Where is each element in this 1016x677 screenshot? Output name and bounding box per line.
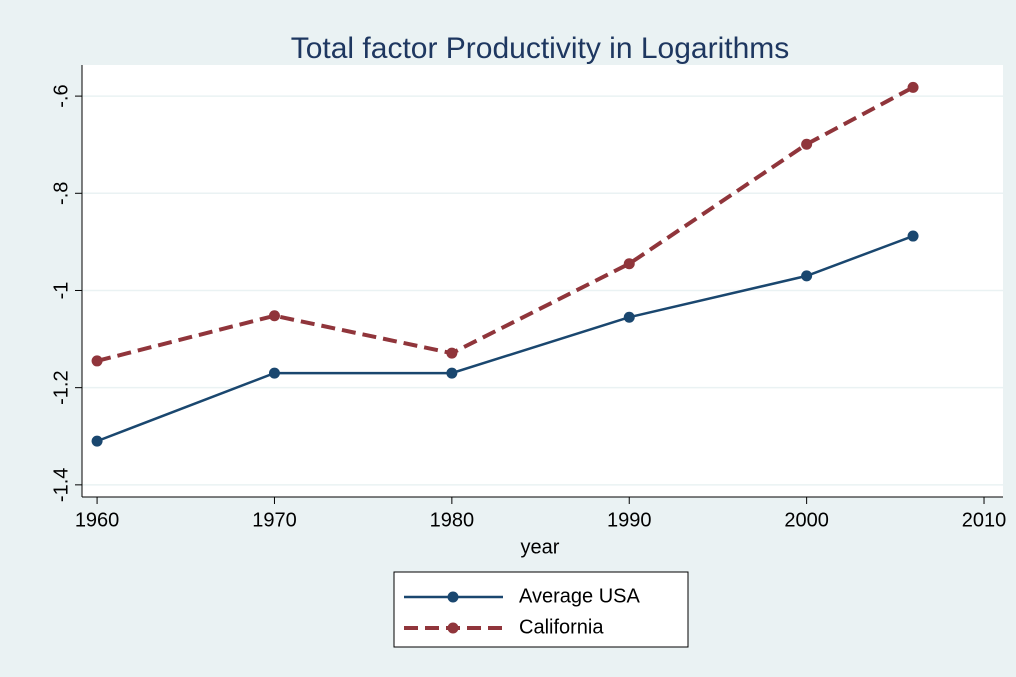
data-point bbox=[268, 367, 280, 379]
legend-marker bbox=[447, 622, 459, 634]
data-point bbox=[91, 435, 103, 447]
legend-marker bbox=[447, 591, 459, 603]
legend-label: California bbox=[519, 616, 604, 638]
series-line bbox=[96, 234, 914, 443]
x-tick-label: 2000 bbox=[784, 509, 829, 531]
data-point bbox=[907, 81, 919, 93]
x-tick-label: 1960 bbox=[75, 509, 120, 531]
x-tick-label: 1990 bbox=[607, 509, 652, 531]
data-point bbox=[446, 367, 458, 379]
legend-box bbox=[393, 571, 689, 648]
data-point bbox=[623, 258, 635, 270]
x-tick-label: 2010 bbox=[962, 509, 1007, 531]
data-point bbox=[907, 230, 919, 242]
y-tick-label: -.8 bbox=[50, 182, 72, 205]
y-tick-label: -1 bbox=[50, 282, 72, 300]
y-tick-label: -.6 bbox=[50, 84, 72, 107]
x-tick-label: 1970 bbox=[252, 509, 297, 531]
data-point bbox=[446, 347, 458, 359]
legend-label: Average USA bbox=[519, 585, 640, 607]
data-point bbox=[91, 355, 103, 367]
data-point bbox=[801, 270, 813, 282]
x-axis-title: year bbox=[521, 536, 560, 558]
plot-area bbox=[82, 65, 1003, 497]
data-point bbox=[268, 310, 280, 322]
data-point bbox=[623, 311, 635, 323]
x-tick-label: 1980 bbox=[430, 509, 475, 531]
data-point bbox=[801, 138, 813, 150]
chart-title: Total factor Productivity in Logarithms bbox=[291, 32, 790, 65]
series-line bbox=[96, 85, 915, 363]
y-tick-label: -1.4 bbox=[50, 468, 72, 502]
y-tick-label: -1.2 bbox=[50, 370, 72, 404]
